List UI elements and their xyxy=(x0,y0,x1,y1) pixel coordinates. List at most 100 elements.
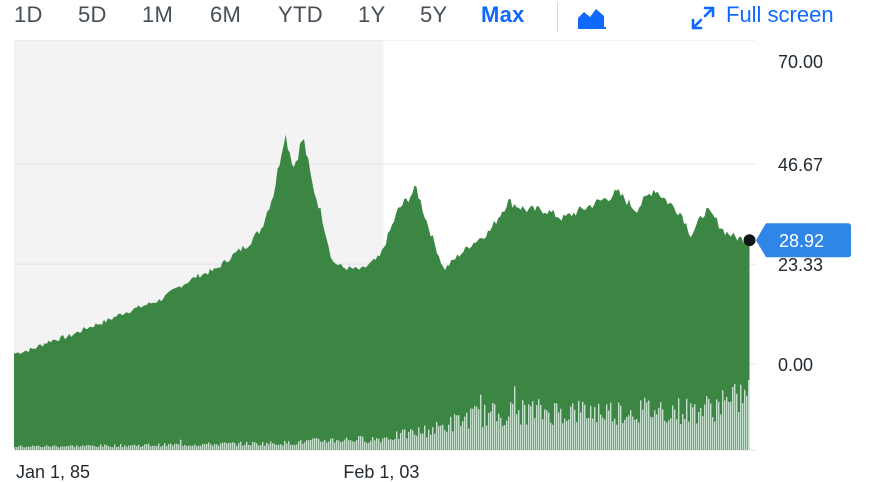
volume-bar xyxy=(266,442,268,450)
volume-bar xyxy=(274,443,276,450)
volume-bar xyxy=(342,441,344,450)
volume-bar xyxy=(708,398,710,450)
volume-bar xyxy=(658,407,660,450)
volume-bar xyxy=(302,443,304,450)
volume-bar xyxy=(396,431,398,450)
chart-toolbar: 1D 5D 1M 6M YTD 1Y 5Y Max Full screen xyxy=(0,0,884,36)
range-1d[interactable]: 1D xyxy=(14,2,43,27)
volume-bar xyxy=(694,404,696,450)
range-ytd[interactable]: YTD xyxy=(278,2,323,27)
volume-bar xyxy=(120,444,122,450)
volume-bar xyxy=(508,416,510,450)
volume-bar xyxy=(602,417,604,450)
current-price-label: 28.92 xyxy=(779,231,824,251)
chart-type-button[interactable] xyxy=(575,4,609,30)
volume-bar xyxy=(724,400,726,450)
volume-bar xyxy=(224,442,226,450)
volume-bar xyxy=(606,404,608,450)
volume-bar xyxy=(416,435,418,450)
volume-bar xyxy=(484,404,486,450)
volume-bar xyxy=(350,440,352,450)
volume-bar xyxy=(48,446,50,450)
expand-arrows-icon xyxy=(691,6,715,30)
volume-bar xyxy=(310,439,312,450)
volume-bar xyxy=(500,417,502,450)
volume-bar xyxy=(228,442,230,450)
volume-bar xyxy=(134,444,136,450)
volume-bar xyxy=(356,440,358,450)
volume-bar xyxy=(444,429,446,450)
volume-bar xyxy=(144,444,146,450)
volume-bar xyxy=(190,445,192,450)
volume-bar xyxy=(394,439,396,450)
volume-bar xyxy=(538,399,540,450)
volume-bar xyxy=(460,425,462,450)
volume-bar xyxy=(294,444,296,450)
volume-bar xyxy=(408,431,410,450)
volume-bar xyxy=(702,416,704,450)
volume-bar xyxy=(390,439,392,450)
volume-bar xyxy=(728,401,730,450)
volume-bar xyxy=(478,409,480,450)
volume-bar xyxy=(296,444,298,450)
volume-bar xyxy=(124,445,126,450)
volume-bar xyxy=(528,404,530,450)
volume-bar xyxy=(474,405,476,450)
volume-bar xyxy=(368,442,370,450)
volume-bar xyxy=(160,446,162,450)
volume-bar xyxy=(200,445,202,450)
volume-bar xyxy=(282,445,284,450)
volume-bar xyxy=(680,424,682,450)
volume-bar xyxy=(324,439,326,450)
volume-bar xyxy=(128,445,130,450)
range-1y[interactable]: 1Y xyxy=(358,2,386,27)
volume-bar xyxy=(690,403,692,450)
volume-bar xyxy=(196,445,198,450)
volume-bar xyxy=(586,418,588,450)
volume-bar xyxy=(594,407,596,450)
volume-bar xyxy=(192,445,194,450)
volume-bar xyxy=(732,386,734,450)
volume-bar xyxy=(414,434,416,450)
volume-bar xyxy=(292,444,294,450)
volume-bar xyxy=(542,419,544,450)
volume-bar xyxy=(582,401,584,450)
volume-bar xyxy=(434,433,436,450)
range-max[interactable]: Max xyxy=(481,2,525,27)
volume-bar xyxy=(358,436,360,450)
volume-bar xyxy=(104,444,106,450)
volume-bar xyxy=(150,446,152,450)
volume-bar xyxy=(544,409,546,450)
volume-bar xyxy=(240,441,242,450)
volume-bar xyxy=(650,416,652,450)
volume-bar xyxy=(514,386,516,450)
volume-bar xyxy=(308,440,310,450)
volume-bar xyxy=(98,446,100,450)
volume-bar xyxy=(418,427,420,450)
volume-bar xyxy=(496,421,498,450)
volume-bar xyxy=(232,442,234,450)
volume-bar xyxy=(280,444,282,450)
volume-bar xyxy=(152,445,154,450)
volume-bar xyxy=(712,416,714,450)
volume-bar xyxy=(226,443,228,450)
volume-bar xyxy=(588,417,590,450)
volume-bar xyxy=(652,417,654,450)
range-1m[interactable]: 1M xyxy=(142,2,174,27)
volume-bar xyxy=(38,445,40,450)
volume-bar xyxy=(534,417,536,450)
volume-bar xyxy=(374,440,376,450)
volume-bar xyxy=(44,446,46,450)
volume-bar xyxy=(726,396,728,450)
volume-bar xyxy=(176,443,178,450)
volume-bar xyxy=(252,442,254,450)
range-5d[interactable]: 5D xyxy=(78,2,107,27)
volume-bar xyxy=(456,415,458,450)
range-5y[interactable]: 5Y xyxy=(420,2,448,27)
volume-bar xyxy=(114,444,116,450)
volume-bar xyxy=(626,417,628,450)
volume-bar xyxy=(660,402,662,450)
volume-bar xyxy=(424,425,426,450)
range-6m[interactable]: 6M xyxy=(210,2,242,27)
volume-bar xyxy=(138,444,140,450)
